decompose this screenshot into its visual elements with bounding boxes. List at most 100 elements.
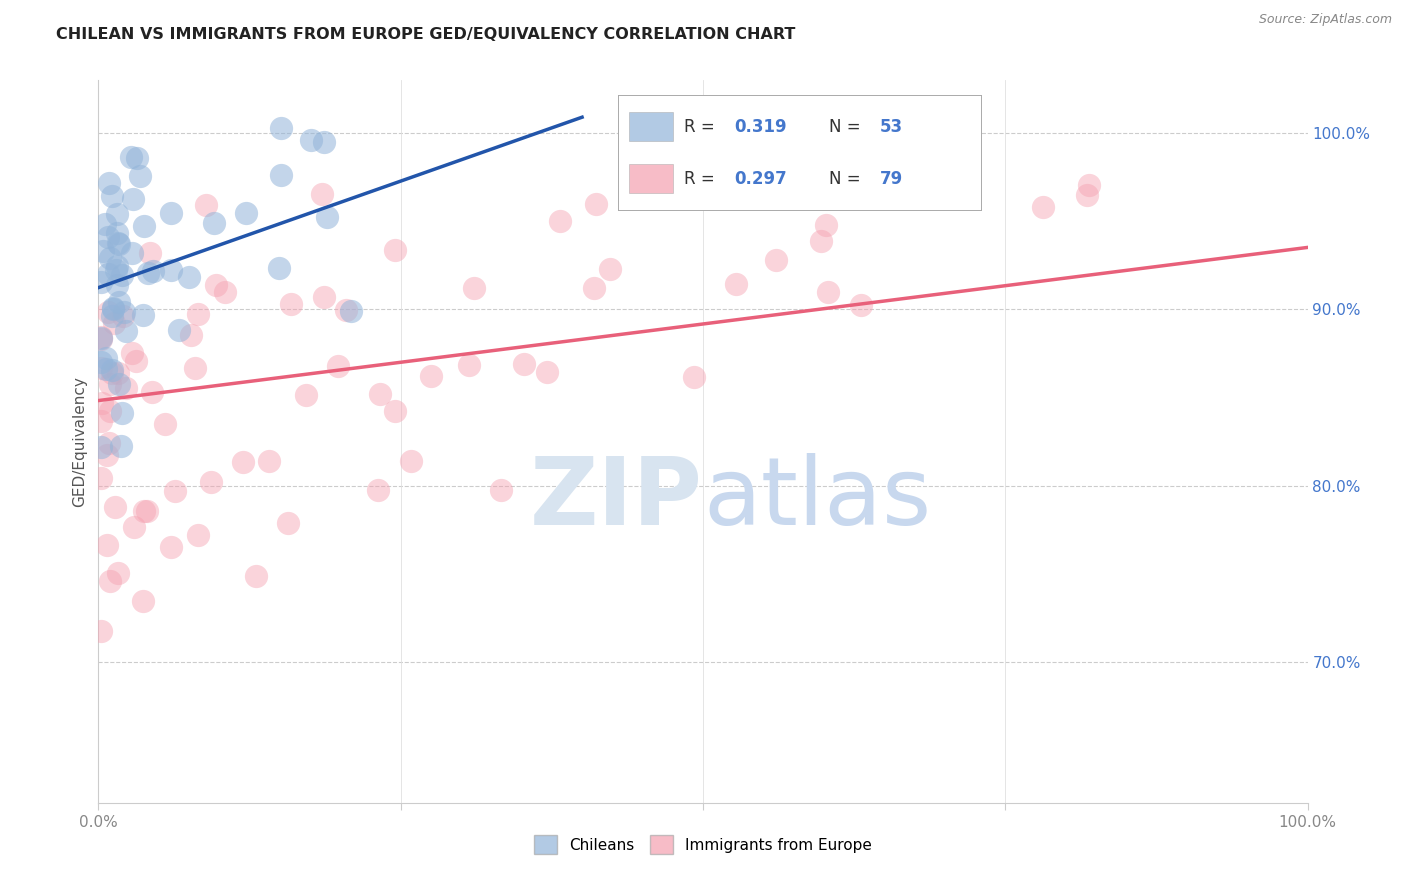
Point [1032,200,1054,214]
Point [101,301,124,315]
Point [536,366,558,380]
Point [270,120,292,135]
Point [384,403,406,417]
Point [100,310,122,324]
Point [582,281,605,295]
Point [513,357,536,371]
Point [245,569,267,583]
Point [111,406,134,420]
Point [127,151,149,165]
Point [101,363,124,377]
Point [384,243,406,257]
Point [599,262,621,277]
Point [814,218,837,232]
Point [131,308,153,322]
Point [810,234,832,248]
Point [299,133,322,147]
Point [139,246,162,260]
Point [121,192,143,206]
Point [115,324,138,338]
Point [104,262,127,277]
Point [849,297,872,311]
Point [160,206,183,220]
Point [132,593,155,607]
Point [108,236,131,251]
Point [107,366,129,380]
Point [202,216,225,230]
Point [105,207,128,221]
Point [294,388,316,402]
Point [97,230,120,244]
Point [101,301,124,316]
Point [312,290,335,304]
Point [335,303,357,318]
Point [457,358,479,372]
Point [134,219,156,234]
Point [875,150,897,164]
Point [98,404,121,418]
Point [121,346,143,360]
Point [129,169,152,183]
Point [270,168,292,182]
Point [180,328,202,343]
Point [98,251,121,265]
Point [90,624,112,638]
Point [585,196,607,211]
Point [187,528,209,542]
Point [111,268,134,283]
Point [184,360,207,375]
Point [232,455,254,469]
Point [159,540,181,554]
Point [803,180,825,194]
Point [98,435,121,450]
Point [311,186,333,201]
Point [105,278,128,293]
Point [367,483,389,497]
Point [105,226,128,240]
Point [96,538,118,552]
Point [94,351,117,365]
Point [112,305,135,319]
Point [200,475,222,490]
Point [120,150,142,164]
Text: ZIP: ZIP [530,453,703,545]
Point [160,263,183,277]
Point [177,270,200,285]
Point [107,235,129,250]
Point [111,309,134,323]
Point [134,504,156,518]
Point [90,471,112,485]
Point [165,484,187,499]
Point [153,417,176,432]
Point [97,305,120,319]
Point [277,516,299,530]
Text: atlas: atlas [703,453,931,545]
Point [98,574,121,588]
Point [90,414,112,428]
Point [269,260,291,275]
Point [141,385,163,400]
Point [817,285,839,299]
Point [420,369,443,384]
Point [114,381,136,395]
Point [97,268,120,282]
Point [136,266,159,280]
Point [101,189,124,203]
Text: CHILEAN VS IMMIGRANTS FROM EUROPE GED/EQUIVALENCY CORRELATION CHART: CHILEAN VS IMMIGRANTS FROM EUROPE GED/EQ… [56,27,796,42]
Point [96,449,118,463]
Point [142,264,165,278]
Point [100,366,122,380]
Point [124,354,146,368]
Point [103,316,125,330]
Point [315,210,337,224]
Point [169,323,191,337]
Point [463,281,485,295]
Point [187,307,209,321]
Point [107,260,129,274]
Point [214,285,236,299]
Point [340,303,363,318]
Point [1076,187,1098,202]
Point [548,213,571,227]
Text: Source: ZipAtlas.com: Source: ZipAtlas.com [1258,13,1392,27]
Point [370,387,392,401]
